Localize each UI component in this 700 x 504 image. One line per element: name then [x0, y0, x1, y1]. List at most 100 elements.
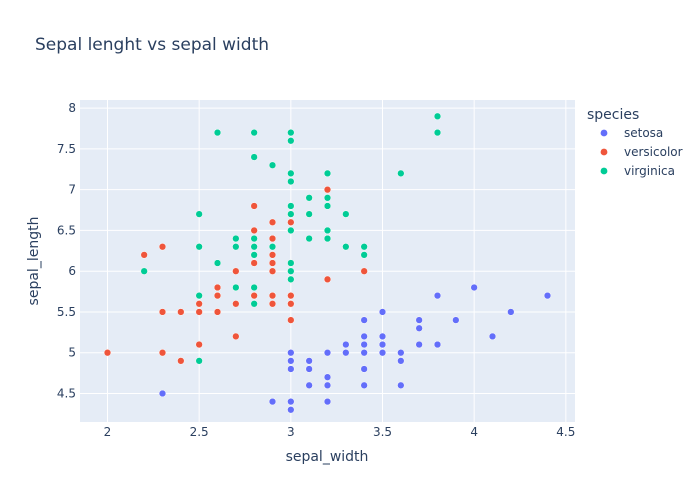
data-point-virginica [250, 251, 258, 259]
data-point-virginica [323, 202, 332, 210]
x-tick-label: 2.5 [190, 425, 209, 439]
data-point-virginica [287, 169, 295, 178]
legend: species setosa versicolor virginica [587, 107, 683, 178]
data-point-setosa [342, 340, 350, 349]
data-point-versicolor [232, 267, 240, 275]
data-point-versicolor [268, 251, 277, 259]
data-point-setosa [378, 332, 387, 341]
data-point-setosa [543, 291, 552, 300]
legend-marker-virginica [600, 167, 608, 175]
legend-item-setosa[interactable]: setosa [600, 126, 664, 140]
data-point-versicolor [250, 202, 258, 210]
data-point-setosa [360, 381, 368, 389]
data-point-versicolor [250, 259, 258, 267]
data-point-virginica [250, 300, 258, 308]
data-point-versicolor [268, 267, 277, 275]
data-point-virginica [342, 210, 350, 218]
y-axis-title: sepal_length [26, 217, 42, 306]
data-point-setosa [433, 340, 442, 349]
data-point-setosa [287, 365, 295, 373]
y-tick-label: 8 [68, 101, 76, 115]
data-point-setosa [415, 324, 423, 332]
data-point-setosa [287, 397, 295, 406]
data-point-virginica [195, 210, 203, 218]
data-point-virginica [287, 177, 295, 186]
data-point-setosa [415, 340, 423, 349]
data-point-setosa [305, 381, 313, 389]
data-point-virginica [213, 259, 222, 267]
data-point-versicolor [232, 332, 240, 341]
y-tick-label: 7 [68, 183, 76, 197]
data-point-setosa [323, 349, 332, 357]
data-point-virginica [323, 194, 332, 202]
data-point-versicolor [268, 291, 277, 300]
data-point-virginica [195, 243, 203, 251]
data-point-setosa [360, 332, 368, 341]
data-point-setosa [397, 349, 405, 357]
x-tick-label: 3 [287, 425, 295, 439]
data-point-setosa [360, 349, 368, 357]
data-point-setosa [360, 340, 368, 349]
plot-area [80, 100, 575, 422]
x-tick-label: 3.5 [373, 425, 392, 439]
data-point-versicolor [323, 186, 332, 194]
y-tick-label: 4.5 [57, 386, 76, 400]
data-point-setosa [415, 316, 423, 324]
data-point-setosa [378, 308, 387, 316]
data-point-setosa [287, 357, 295, 365]
data-point-setosa [360, 316, 368, 324]
data-point-virginica [433, 128, 442, 137]
data-point-versicolor [103, 349, 112, 357]
data-point-versicolor [140, 251, 148, 259]
data-point-setosa [360, 365, 368, 373]
y-tick-label: 5.5 [57, 305, 76, 319]
data-point-versicolor [268, 234, 277, 243]
legend-item-versicolor[interactable]: versicolor [600, 145, 683, 159]
data-point-virginica [250, 283, 258, 292]
data-point-versicolor [287, 300, 295, 308]
data-point-virginica [250, 234, 258, 243]
data-point-setosa [323, 381, 332, 389]
data-point-setosa [470, 283, 478, 292]
data-point-virginica [360, 251, 368, 259]
data-point-setosa [287, 406, 295, 414]
data-point-versicolor [268, 300, 277, 308]
data-point-virginica [232, 243, 240, 251]
data-point-setosa [268, 397, 277, 406]
x-axis-ticks: 2 2.5 3 3.5 4 4.5 [104, 425, 576, 439]
data-point-virginica [195, 357, 203, 365]
data-point-setosa [433, 291, 442, 300]
data-point-virginica [287, 137, 295, 145]
legend-marker-versicolor [600, 148, 608, 156]
legend-label-versicolor: versicolor [624, 145, 683, 159]
data-point-virginica [287, 226, 295, 235]
data-point-versicolor [268, 259, 277, 267]
data-point-versicolor [177, 357, 185, 365]
y-axis-ticks: 4.5 5 5.5 6 6.5 7 7.5 8 [57, 101, 76, 400]
data-point-virginica [250, 153, 258, 161]
data-point-versicolor [360, 267, 368, 275]
data-point-virginica [287, 128, 295, 137]
data-point-versicolor [195, 340, 203, 349]
data-point-virginica [323, 169, 332, 178]
data-point-virginica [305, 194, 313, 202]
data-point-setosa [378, 340, 387, 349]
data-point-setosa [305, 365, 313, 373]
data-point-virginica [360, 243, 368, 251]
data-point-virginica [323, 234, 332, 243]
legend-item-virginica[interactable]: virginica [600, 164, 675, 178]
data-point-setosa [305, 357, 313, 365]
series-virginica [140, 112, 442, 365]
data-point-versicolor [287, 291, 295, 300]
data-point-versicolor [232, 300, 240, 308]
data-point-virginica [305, 210, 313, 218]
data-point-virginica [287, 267, 295, 275]
legend-items: setosa versicolor virginica [600, 126, 683, 178]
data-point-setosa [397, 381, 405, 389]
data-point-versicolor [287, 316, 295, 324]
y-tick-label: 6 [68, 264, 76, 278]
data-point-versicolor [158, 308, 167, 316]
data-point-setosa [378, 349, 387, 357]
